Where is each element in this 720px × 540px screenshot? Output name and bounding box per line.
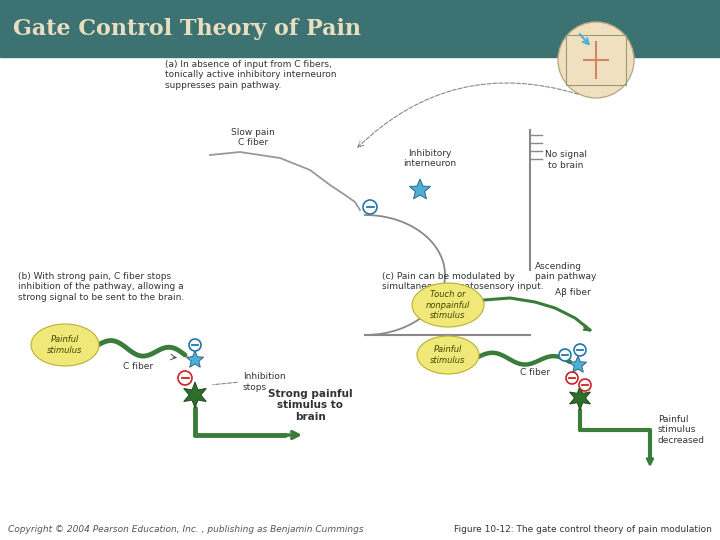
- Text: No signal
to brain: No signal to brain: [545, 150, 587, 170]
- Text: Inhibition
stops: Inhibition stops: [243, 372, 286, 391]
- Polygon shape: [570, 356, 587, 372]
- Polygon shape: [184, 382, 206, 408]
- Polygon shape: [186, 351, 204, 367]
- Circle shape: [558, 22, 634, 98]
- Bar: [566, 35, 626, 85]
- Text: Painful
stimulus
decreased: Painful stimulus decreased: [658, 415, 705, 445]
- Polygon shape: [410, 179, 431, 199]
- Bar: [0, 0, 720, 57]
- Text: (c) Pain can be modulated by
simultaneous somatosensory input.: (c) Pain can be modulated by simultaneou…: [382, 272, 544, 292]
- Text: Strong painful
stimulus to
brain: Strong painful stimulus to brain: [268, 389, 352, 422]
- Polygon shape: [570, 386, 590, 410]
- Text: Gate Control Theory of Pain: Gate Control Theory of Pain: [13, 17, 361, 39]
- Text: C fiber: C fiber: [520, 368, 550, 377]
- Circle shape: [566, 372, 578, 384]
- Text: Inhibitory
interneuron: Inhibitory interneuron: [403, 148, 456, 168]
- Ellipse shape: [412, 283, 484, 327]
- Circle shape: [574, 344, 586, 356]
- Text: Painful
stimulus: Painful stimulus: [431, 345, 466, 364]
- Text: Figure 10-12: The gate control theory of pain modulation: Figure 10-12: The gate control theory of…: [454, 525, 712, 534]
- Circle shape: [559, 349, 571, 361]
- Text: Touch or
nonpainful
stimulus: Touch or nonpainful stimulus: [426, 290, 470, 320]
- Circle shape: [178, 371, 192, 385]
- Text: Slow pain
C fiber: Slow pain C fiber: [231, 127, 275, 147]
- Circle shape: [579, 379, 591, 391]
- Text: (b) With strong pain, C fiber stops
inhibition of the pathway, allowing a
strong: (b) With strong pain, C fiber stops inhi…: [18, 272, 184, 302]
- Text: (a) In absence of input from C fibers,
tonically active inhibitory interneuron
s: (a) In absence of input from C fibers, t…: [165, 60, 336, 90]
- Circle shape: [363, 200, 377, 214]
- Text: Copyright © 2004 Pearson Education, Inc. , publishing as Benjamin Cummings: Copyright © 2004 Pearson Education, Inc.…: [8, 525, 364, 534]
- Circle shape: [189, 339, 201, 351]
- Text: Painful
stimulus: Painful stimulus: [48, 335, 83, 355]
- Text: Ascending
pain pathway: Ascending pain pathway: [535, 262, 596, 281]
- Text: Aβ fiber: Aβ fiber: [555, 288, 590, 297]
- Ellipse shape: [31, 324, 99, 366]
- Ellipse shape: [417, 336, 479, 374]
- Text: C fiber: C fiber: [123, 362, 153, 371]
